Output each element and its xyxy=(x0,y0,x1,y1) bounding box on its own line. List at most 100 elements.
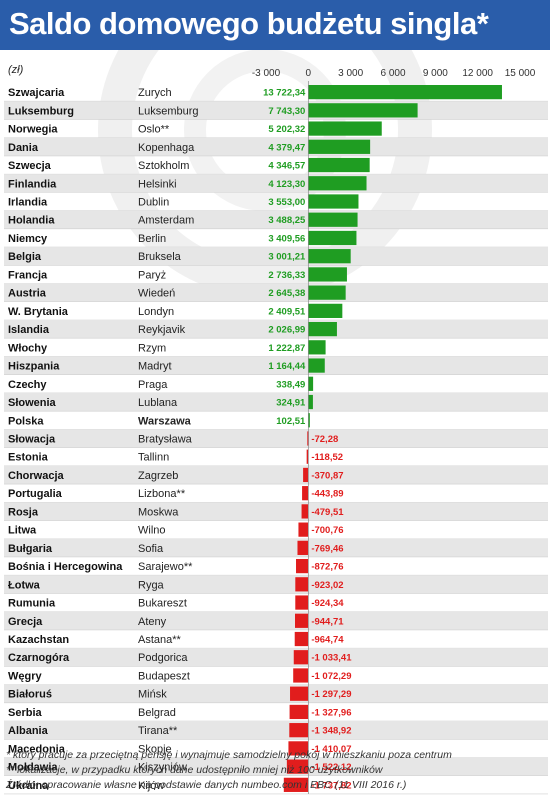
row-stripe xyxy=(4,502,548,521)
city-label: Bratysława xyxy=(138,433,193,445)
footnote-1: * który pracuje za przeciętną pensję i w… xyxy=(6,749,452,761)
city-label: Praga xyxy=(138,379,168,391)
value-label: -72,28 xyxy=(311,434,338,445)
bar xyxy=(295,577,309,592)
value-label: -924,34 xyxy=(311,598,344,609)
bar xyxy=(308,394,313,410)
country-label: Węgry xyxy=(8,670,43,682)
value-label: -1 033,41 xyxy=(311,653,352,664)
city-label: Ryga xyxy=(138,579,165,591)
city-label: Budapeszt xyxy=(138,670,190,682)
row-stripe xyxy=(4,392,548,412)
bar xyxy=(306,449,309,464)
bar xyxy=(303,467,309,483)
country-label: Irlandia xyxy=(8,196,48,208)
country-label: Bułgaria xyxy=(8,543,53,555)
bar xyxy=(308,157,370,173)
row-stripe xyxy=(4,247,548,266)
country-label: Słowenia xyxy=(8,397,57,409)
bar xyxy=(308,194,359,209)
city-label: Reykjavik xyxy=(138,324,186,336)
country-label: Rosja xyxy=(8,506,39,518)
value-label: 102,51 xyxy=(276,416,306,427)
country-label: Holandia xyxy=(8,215,55,227)
value-label: 338,49 xyxy=(276,379,305,390)
value-label: -1 297,29 xyxy=(311,689,351,700)
country-label: Słowacja xyxy=(8,433,56,445)
country-label: Luksemburg xyxy=(8,105,74,117)
header-banner: Saldo domowego budżetu singla* xyxy=(0,0,550,50)
bar xyxy=(293,650,309,665)
bar xyxy=(308,376,314,391)
row-stripe xyxy=(4,721,548,740)
value-label: -1 348,92 xyxy=(311,726,351,737)
row-stripe xyxy=(4,538,548,557)
country-label: Estonia xyxy=(8,452,49,464)
row-stripe xyxy=(4,283,548,302)
city-label: Dublin xyxy=(138,196,169,208)
bar xyxy=(308,103,418,118)
country-label: W. Brytania xyxy=(8,306,69,318)
source-note: Źródło: opracowanie własne na podstawie … xyxy=(6,779,407,791)
bar xyxy=(296,558,309,574)
bar xyxy=(308,121,382,136)
city-label: Tallinn xyxy=(138,452,169,464)
bar xyxy=(308,176,367,191)
bar xyxy=(294,631,309,647)
row-stripe xyxy=(4,356,548,375)
city-label: Sofia xyxy=(138,543,164,555)
country-label: Ukraina xyxy=(8,780,49,792)
row-stripe xyxy=(4,174,548,193)
chart-title: Saldo domowego budżetu singla* xyxy=(9,6,489,41)
value-label: 3 488,25 xyxy=(268,215,306,226)
bar xyxy=(297,540,309,555)
bar xyxy=(288,741,309,756)
bar xyxy=(308,249,351,264)
row-stripe xyxy=(4,648,548,667)
value-label: 2 026,99 xyxy=(268,325,305,336)
city-label: Madryt xyxy=(138,361,172,373)
bar xyxy=(308,303,343,318)
value-label: -769,46 xyxy=(311,543,343,554)
country-label: Szwajcaria xyxy=(8,87,65,99)
city-label: Amsterdam xyxy=(138,215,194,227)
value-label: -872,76 xyxy=(311,562,343,573)
country-label: Rumunia xyxy=(8,598,56,610)
bar xyxy=(293,668,309,683)
footnotes: * który pracuje za przeciętną pensję i w… xyxy=(6,748,546,793)
city-label: Kopenhaga xyxy=(138,142,195,154)
country-label: Hiszpania xyxy=(8,361,60,373)
row-stripe xyxy=(4,757,548,776)
city-label: Lizbona** xyxy=(138,488,186,500)
country-label: Chorwacja xyxy=(8,470,65,482)
value-label: -443,89 xyxy=(311,489,343,500)
country-label: Kazachstan xyxy=(8,634,69,646)
country-label: Włochy xyxy=(8,342,48,354)
city-label: Mińsk xyxy=(138,689,167,701)
value-label: -479,51 xyxy=(311,507,344,518)
bar xyxy=(308,413,310,428)
x-tick-label: 0 xyxy=(306,68,312,79)
bar xyxy=(308,358,325,373)
city-label: Helsinki xyxy=(138,178,177,190)
value-label: 2 736,33 xyxy=(268,270,305,281)
bar xyxy=(308,139,371,154)
country-label: Islandia xyxy=(8,324,50,336)
row-stripe xyxy=(4,137,548,156)
value-label: 4 123,30 xyxy=(268,179,305,190)
country-label: Belgia xyxy=(8,251,42,263)
city-label: Warszawa xyxy=(138,415,192,427)
country-label: Serbia xyxy=(8,707,43,719)
value-label: 4 346,57 xyxy=(268,161,305,172)
value-label: 2 645,38 xyxy=(268,288,305,299)
country-label: Portugalia xyxy=(8,488,63,500)
city-label: Skopje xyxy=(138,743,172,755)
row-stripe xyxy=(4,319,548,339)
country-label: Mołdawia xyxy=(8,762,58,774)
city-label: Kiszyniów xyxy=(138,762,187,774)
bar xyxy=(308,230,357,246)
city-label: Wiedeń xyxy=(138,288,175,300)
value-label: 7 743,30 xyxy=(268,106,305,117)
